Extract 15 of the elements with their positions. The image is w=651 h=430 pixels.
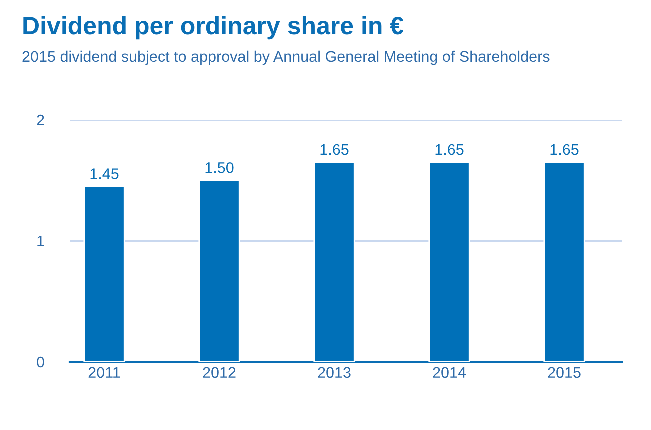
data-label: 1.50 xyxy=(206,162,234,174)
x-tick-label: 2015 xyxy=(548,367,581,378)
chart-subtitle: 2015 dividend subject to approval by Annual General Meeting of Shareholders xyxy=(22,50,550,66)
x-tick-label: 2014 xyxy=(433,367,466,378)
data-label: 1.45 xyxy=(90,168,119,180)
chart-title: Dividend per ordinary share in € xyxy=(24,16,404,40)
data-label: 1.65 xyxy=(436,144,464,156)
y-tick-label: 0 xyxy=(37,356,44,368)
x-tick-label: 2011 xyxy=(88,367,120,378)
x-tick-label: 2012 xyxy=(203,367,236,378)
data-label: 1.65 xyxy=(550,144,579,156)
x-tick-label: 2013 xyxy=(318,367,351,378)
data-label: 1.65 xyxy=(320,144,349,156)
y-tick-label: 2 xyxy=(37,114,44,126)
y-tick-label: 1 xyxy=(38,236,44,247)
